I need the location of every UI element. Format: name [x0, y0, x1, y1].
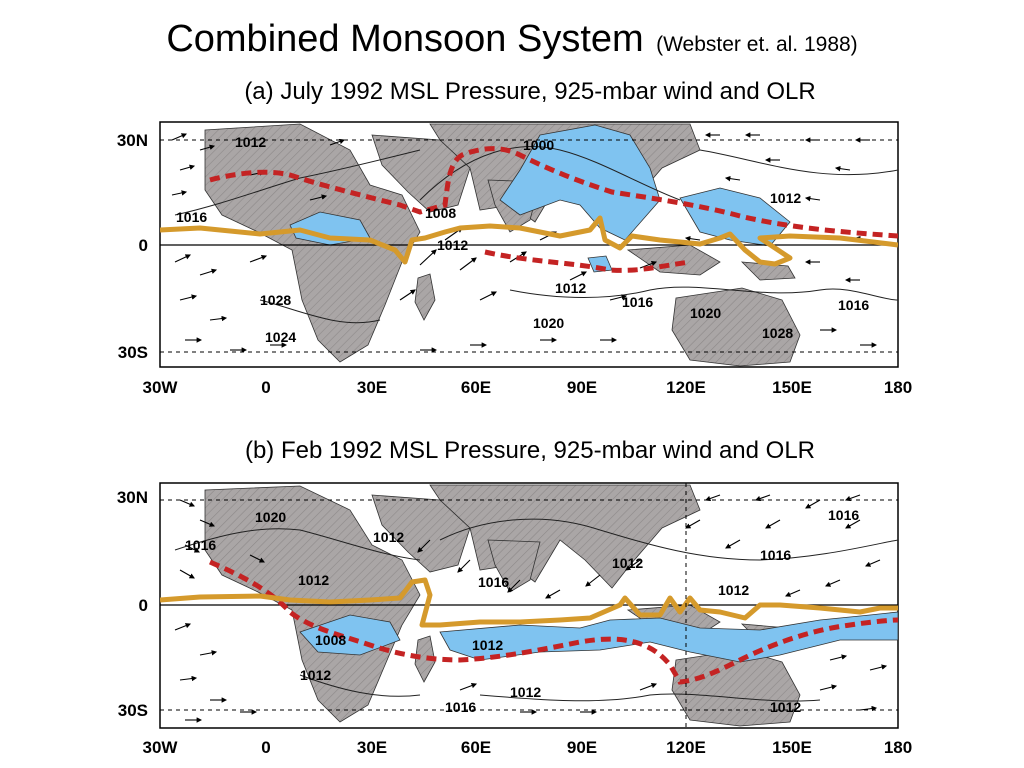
x-tick-label: 120E [666, 378, 706, 397]
contour-label: 1012 [612, 555, 643, 571]
x-tick-label: 90E [567, 738, 597, 757]
panel-a-map: 1012 1000 1012 1016 1008 1012 1028 1024 … [117, 121, 913, 397]
panel-b-y-axis: 30N 0 30S [117, 488, 148, 720]
panel-b-itcz [160, 577, 898, 628]
contour-label: 1028 [762, 325, 793, 341]
x-tick-label: 30W [143, 378, 179, 397]
y-tick-label: 0 [139, 236, 148, 255]
slide-title: Combined Monsoon System (Webster et. al.… [0, 18, 1024, 61]
contour-label: 1016 [176, 209, 207, 225]
slide-title-text: Combined Monsoon System [166, 18, 644, 60]
olr-region [299, 614, 401, 656]
contour-label: 1000 [523, 137, 554, 153]
slide-citation: (Webster et. al. 1988) [656, 33, 858, 56]
panel-a-monsoon-trough-south [484, 249, 691, 273]
contour-label: 1012 [718, 582, 749, 598]
panel-a-y-axis: 30N 0 30S [117, 131, 148, 362]
x-tick-label: 0 [261, 738, 270, 757]
contour-label: 1008 [315, 632, 346, 648]
panel-a-title: (a) July 1992 MSL Pressure, 925-mbar win… [244, 78, 816, 105]
x-tick-label: 180 [884, 738, 912, 757]
x-tick-label: 30E [357, 738, 387, 757]
madagascar-landmass [414, 635, 436, 683]
x-tick-label: 30E [357, 378, 387, 397]
contour-label: 1012 [298, 572, 329, 588]
x-tick-label: 90E [567, 378, 597, 397]
panel-b-title: (b) Feb 1992 MSL Pressure, 925-mbar wind… [244, 437, 816, 464]
contour-label: 1016 [760, 547, 791, 563]
contour-label: 1012 [235, 134, 266, 150]
contour-label: 1016 [622, 294, 653, 310]
panel-b-monsoon-trough [209, 559, 898, 685]
x-tick-label: 30W [143, 738, 179, 757]
panel-b-wind-vectors [174, 494, 888, 723]
x-tick-label: 120E [666, 738, 706, 757]
contour-label: 1016 [838, 297, 869, 313]
contour-label: 1016 [445, 699, 476, 715]
panel-b-contour-labels: 1020 1016 1016 1012 1012 1016 1012 1016 … [185, 507, 859, 715]
contour-label: 1012 [770, 699, 801, 715]
contour-label: 1016 [185, 537, 216, 553]
contour-label: 1012 [770, 190, 801, 206]
panel-a-isobars [174, 146, 898, 324]
contour-label: 1016 [478, 574, 509, 590]
panel-a-itcz [160, 215, 898, 267]
panel-a-monsoon-trough [209, 146, 898, 239]
panel-a-x-axis: 30W 0 30E 60E 90E 120E 150E 180 [143, 378, 913, 397]
contour-label: 1012 [300, 667, 331, 683]
y-tick-label: 30N [117, 488, 148, 507]
x-tick-label: 150E [772, 738, 812, 757]
panel-b-x-axis: 30W 0 30E 60E 90E 120E 150E 180 [143, 738, 913, 757]
contour-label: 1012 [437, 237, 468, 253]
y-tick-label: 30N [117, 131, 148, 150]
contour-label: 1020 [255, 509, 286, 525]
contour-label: 1008 [425, 205, 456, 221]
contour-label: 1012 [510, 684, 541, 700]
x-tick-label: 150E [772, 378, 812, 397]
madagascar-landmass [414, 273, 436, 321]
contour-label: 1012 [555, 280, 586, 296]
x-tick-label: 0 [261, 378, 270, 397]
contour-label: 1020 [533, 315, 564, 331]
contour-label: 1028 [260, 292, 291, 308]
y-tick-label: 30S [118, 701, 148, 720]
india-landmass [487, 539, 541, 593]
x-tick-label: 60E [461, 738, 491, 757]
africa-landmass [204, 485, 421, 723]
maritime-continent-landmass [626, 244, 721, 276]
contour-label: 1020 [690, 305, 721, 321]
y-tick-label: 0 [139, 596, 148, 615]
africa-landmass [204, 123, 421, 363]
panel-a-contour-labels: 1012 1000 1012 1016 1008 1012 1028 1024 … [176, 134, 869, 345]
y-tick-label: 30S [118, 343, 148, 362]
contour-label: 1024 [265, 329, 296, 345]
x-tick-label: 60E [461, 378, 491, 397]
contour-label: 1012 [472, 637, 503, 653]
panel-b-map: 1020 1016 1016 1012 1012 1016 1012 1016 … [117, 482, 913, 757]
panel-b-isobars [174, 518, 898, 702]
contour-label: 1012 [373, 529, 404, 545]
contour-label: 1016 [828, 507, 859, 523]
x-tick-label: 180 [884, 378, 912, 397]
